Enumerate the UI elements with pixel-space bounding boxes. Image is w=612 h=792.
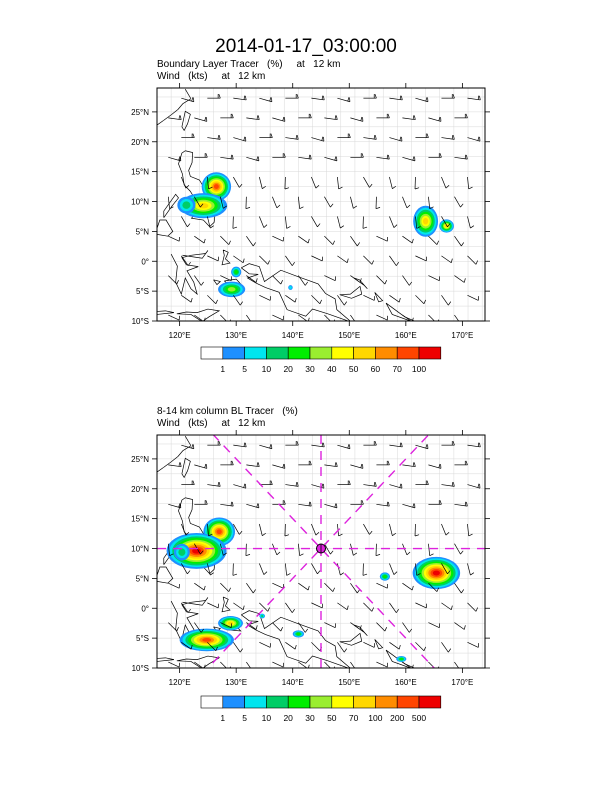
colorbar-label: 30 [305, 364, 315, 374]
colorbar-box [353, 346, 376, 360]
colorbar-label: 50 [349, 364, 359, 374]
colorbar-label: 20 [283, 713, 293, 723]
colorbar-box [309, 346, 333, 360]
panel-2-colorbar: 1 5 10 20 30 50 70 100 200 500 [200, 695, 442, 723]
lon-tick-label: 170°E [451, 331, 473, 340]
panel-2: 8-14 km column BL Tracer (%) Wind (kts) … [131, 406, 490, 723]
colorbar-label: 1 [220, 364, 225, 374]
colorbar-box [266, 346, 289, 360]
lon-tick-label: 160°E [395, 678, 417, 687]
colorbar-box [396, 695, 420, 709]
map-frame [156, 87, 486, 322]
colorbar-box [375, 346, 398, 360]
colorbar-box [418, 346, 442, 360]
colorbar-box [244, 346, 267, 360]
lon-tick-label: 120°E [169, 331, 191, 340]
figure-title: 2014-01-17_03:00:00 [215, 36, 397, 57]
lat-tick-label: 25°N [131, 108, 149, 117]
lat-tick-label: 5°S [136, 634, 149, 643]
colorbar-box [309, 695, 333, 709]
lat-tick-label: 15°N [131, 515, 149, 524]
colorbar-box [200, 695, 224, 709]
panel-2-map: 120°E 130°E 140°E 150°E 160°E 170°E 10°S 5°S 0° 5… [131, 430, 490, 687]
lat-tick-label: 15°N [131, 168, 149, 177]
colorbar-box [375, 695, 398, 709]
colorbar-box [266, 695, 289, 709]
colorbar-label: 5 [242, 364, 247, 374]
lon-tick-label: 150°E [338, 331, 360, 340]
lat-tick-label: 5°N [136, 574, 150, 583]
lon-tick-label: 120°E [169, 678, 191, 687]
colorbar-box [222, 695, 245, 709]
colorbar-label: 20 [283, 364, 293, 374]
colorbar-label: 40 [327, 364, 337, 374]
colorbar-label: 10 [262, 364, 272, 374]
colorbar-box [287, 695, 311, 709]
colorbar-label: 500 [412, 713, 426, 723]
colorbar-box [200, 346, 224, 360]
colorbar-box [331, 346, 354, 360]
colorbar-box [418, 695, 442, 709]
colorbar-label: 100 [368, 713, 382, 723]
colorbar-label: 1 [220, 713, 225, 723]
lon-tick-label: 130°E [225, 331, 247, 340]
lat-tick-label: 10°N [131, 198, 149, 207]
colorbar-label: 60 [371, 364, 381, 374]
lat-tick-label: 10°N [131, 545, 149, 554]
colorbar-label: 100 [412, 364, 426, 374]
lat-tick-label: 20°N [131, 485, 149, 494]
lon-tick-label: 130°E [225, 678, 247, 687]
panel-1-map: 120°E 130°E 140°E 150°E 160°E 170°E 10°S 5°S 0° 5… [131, 83, 490, 340]
lat-tick-label: 10°S [132, 664, 149, 673]
panel-1-colorbar: 1 5 10 20 30 40 50 60 70 100 [200, 346, 442, 374]
lon-tick-label: 140°E [282, 678, 304, 687]
lat-tick-label: 20°N [131, 138, 149, 147]
lat-tick-label: 25°N [131, 455, 149, 464]
lat-tick-label: 10°S [132, 317, 149, 326]
colorbar-box [287, 346, 311, 360]
colorbar-box [244, 695, 267, 709]
lon-tick-label: 160°E [395, 331, 417, 340]
colorbar-box [353, 695, 376, 709]
map-frame [156, 434, 486, 669]
lat-tick-label: 5°N [136, 227, 150, 236]
colorbar-label: 10 [262, 713, 272, 723]
panel-1-label-1: Boundary Layer Tracer (%) at 12 km [157, 59, 340, 70]
colorbar-label: 50 [327, 713, 337, 723]
colorbar-label: 200 [390, 713, 404, 723]
colorbar-label: 70 [349, 713, 359, 723]
lon-tick-label: 150°E [338, 678, 360, 687]
colorbar-label: 30 [305, 713, 315, 723]
lon-tick-label: 140°E [282, 331, 304, 340]
colorbar-label: 5 [242, 713, 247, 723]
panel-1-label-2: Wind (kts) at 12 km [157, 71, 265, 82]
panel-2-label-1: 8-14 km column BL Tracer (%) [157, 406, 298, 417]
lat-tick-label: 0° [141, 257, 149, 266]
colorbar-box [331, 695, 354, 709]
colorbar-box [396, 346, 420, 360]
colorbar-box [222, 346, 245, 360]
panel-1: Boundary Layer Tracer (%) at 12 km Wind … [131, 59, 490, 374]
colorbar-label: 70 [392, 364, 402, 374]
panel-2-label-2: Wind (kts) at 12 km [157, 418, 265, 429]
lat-tick-label: 0° [141, 604, 149, 613]
lat-tick-label: 5°S [136, 287, 149, 296]
lon-tick-label: 170°E [451, 678, 473, 687]
